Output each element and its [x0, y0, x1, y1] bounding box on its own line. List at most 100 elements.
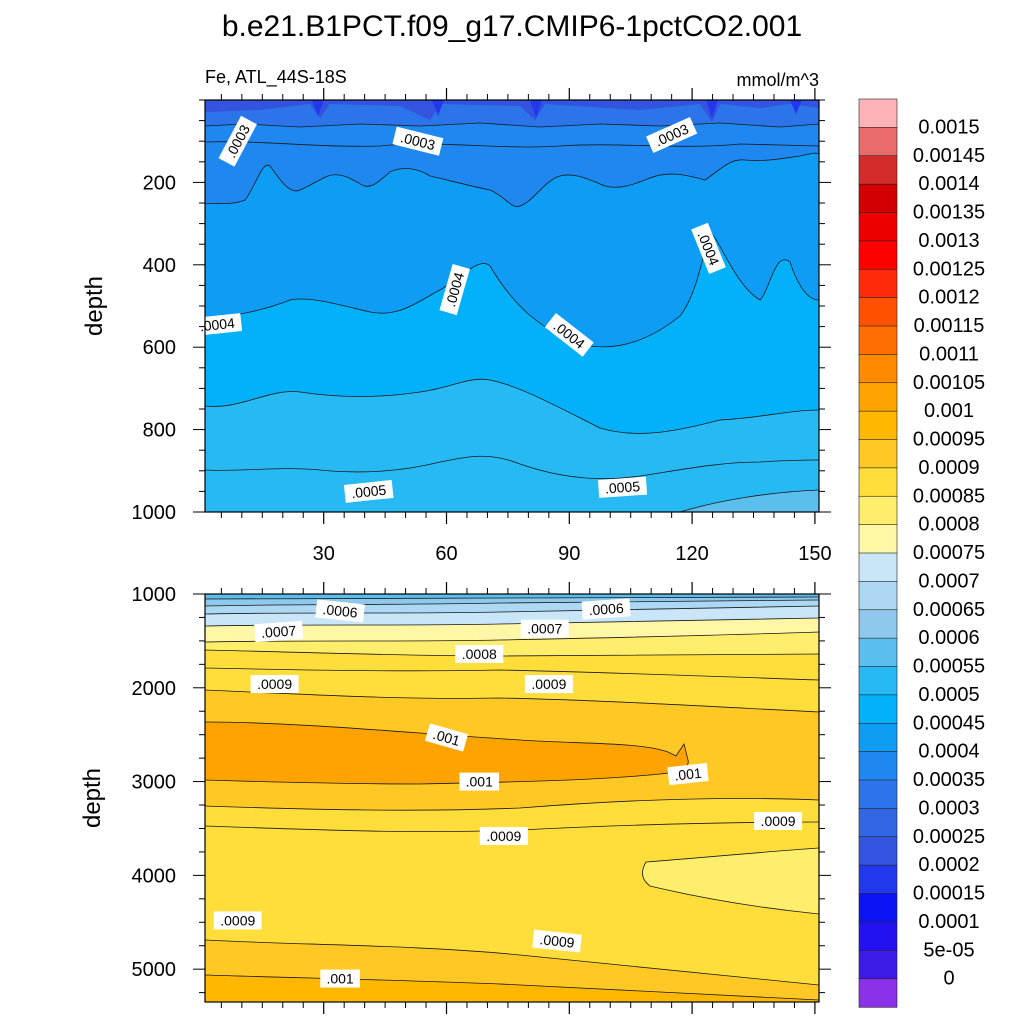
contour-label-text: .0009 [257, 676, 292, 692]
contour-label: .0006 [581, 598, 631, 620]
contour-label-text: .0009 [539, 931, 576, 951]
contour-label-text: .0006 [322, 601, 359, 621]
lower-band-0.001 [205, 722, 689, 784]
contour-label-text: .0007 [527, 621, 562, 637]
colorbar-level-label: 0.00065 [913, 599, 985, 621]
contour-label-bg [250, 675, 299, 694]
colorbar-swatch [858, 893, 898, 923]
x-tick-label: 30 [313, 543, 335, 565]
colorbar-level-label: 0.00145 [913, 145, 985, 167]
colorbar-swatch [858, 921, 898, 951]
colorbar-level-label: 0 [943, 968, 954, 990]
colorbar-level-label: 0.0002 [918, 854, 979, 876]
colorbar-swatch [858, 836, 898, 866]
colorbar-swatch [858, 382, 898, 412]
lower-panel [205, 594, 819, 1002]
contour-label-bg [520, 619, 569, 638]
contour-label: .0005 [597, 476, 648, 498]
contour-label-text: .001 [674, 765, 703, 784]
y-tick-label: 200 [143, 172, 176, 194]
colorbar-swatch [858, 864, 898, 895]
colorbar-swatch [858, 212, 898, 242]
contour-label: .0009 [754, 811, 803, 830]
upper-panel [205, 100, 819, 512]
y-tick-label: 400 [143, 255, 176, 277]
contour-label: .001 [320, 969, 360, 988]
colorbar-level-label: 0.0008 [918, 514, 979, 536]
upper-band-0.00015 [312, 100, 802, 118]
lower-contour-labels: .0006 .0006 .0007 .0007 .0008 .0009 .0009 .001.… [213, 598, 803, 988]
colorbar-swatch [858, 410, 898, 441]
contour-label-bg [479, 826, 528, 845]
contour-label-bg [315, 599, 365, 623]
y-tick-label: 4000 [132, 865, 177, 887]
colorbar-swatch [858, 609, 898, 639]
contour-label-text: .0009 [761, 813, 796, 829]
colorbar-swatch [858, 98, 898, 128]
upper-band-0.0002 [205, 100, 819, 122]
contour-label-bg [254, 620, 304, 643]
colorbar-swatch [858, 495, 898, 526]
contour-label-bg [459, 772, 500, 791]
contour-label-text: .001 [326, 971, 353, 987]
colorbar-swatch [858, 978, 898, 1008]
colorbar-level-label: 0.001 [924, 400, 974, 422]
contour-label-text: .0005 [350, 482, 387, 502]
contour-label-text: .0007 [261, 622, 297, 640]
colorbar-swatch [858, 155, 898, 185]
contour-label-bg [544, 312, 594, 357]
colorbar-swatch [858, 325, 898, 355]
colorbar-level-label: 0.0012 [918, 287, 979, 309]
contour-label-text: .0009 [531, 676, 566, 692]
colorbar-level-label: 0.00035 [913, 769, 985, 791]
contour-label-bg [597, 476, 648, 498]
colorbar-level-label: 0.00085 [913, 485, 985, 507]
contour-label-bg [581, 598, 631, 620]
contour-label: .0007 [520, 619, 569, 638]
colorbar: 0.0015 0.00145 0.0014 0.00135 0.0013 0.00125 0… [858, 98, 985, 1008]
y-tick-label: 3000 [132, 772, 177, 794]
colorbar-level-label: 0.0013 [918, 230, 979, 252]
contour-label-bg [455, 645, 504, 664]
contour-label: .0009 [250, 675, 299, 694]
contour-label-bg [532, 929, 582, 953]
contour-label: .0005 [343, 479, 394, 503]
colorbar-level-label: 0.00135 [913, 202, 985, 224]
contour-label-text: .0008 [462, 646, 497, 662]
contour-label-bg [320, 969, 360, 988]
colorbar-level-label: 0.0006 [918, 627, 979, 649]
contour-label: .001 [459, 772, 500, 791]
contour-label-bg [343, 479, 394, 503]
contour-label-text: .0009 [486, 828, 521, 844]
lower-band-0.0006 [205, 594, 819, 599]
colorbar-level-label: 0.0005 [918, 684, 979, 706]
colorbar-level-label: 0.00105 [913, 372, 985, 394]
y-tick-label: 1000 [132, 502, 177, 524]
colorbar-swatch [858, 240, 898, 270]
chart-title: b.e21.B1PCT.f09_g17.CMIP6-1pctCO2.001 [222, 10, 802, 43]
contour-label-bg [424, 723, 469, 752]
colorbar-level-label: 0.0007 [918, 570, 979, 592]
contour-label-bg [218, 115, 257, 167]
colorbar-swatch [858, 524, 898, 554]
y-tick-label: 5000 [132, 959, 177, 981]
colorbar-swatch [858, 354, 898, 384]
colorbar-swatch [858, 268, 898, 299]
colorbar-swatch [858, 467, 898, 497]
colorbar-swatch [858, 722, 898, 753]
contour-label: .0007 [254, 620, 304, 643]
colorbar-level-label: 0.0015 [918, 116, 979, 138]
colorbar-level-label: 0.00025 [913, 826, 985, 848]
contour-label-bg [392, 126, 444, 156]
colorbar-level-label: 0.0011 [919, 343, 979, 365]
x-tick-label: 60 [435, 543, 457, 565]
lower-band-0.00085-patch [642, 848, 819, 914]
axes: 30 60 90 120 150 200 400 600 800 1000 1000 2000 3000… [132, 88, 832, 1014]
contour-label-text: .0009 [220, 912, 255, 928]
colorbar-swatch [858, 694, 898, 724]
x-tick-label: 150 [798, 543, 831, 565]
colorbar-swatch [858, 666, 898, 696]
contour-label: .0009 [532, 929, 582, 953]
y-tick-label: 1000 [132, 584, 177, 606]
colorbar-swatch [858, 552, 898, 582]
